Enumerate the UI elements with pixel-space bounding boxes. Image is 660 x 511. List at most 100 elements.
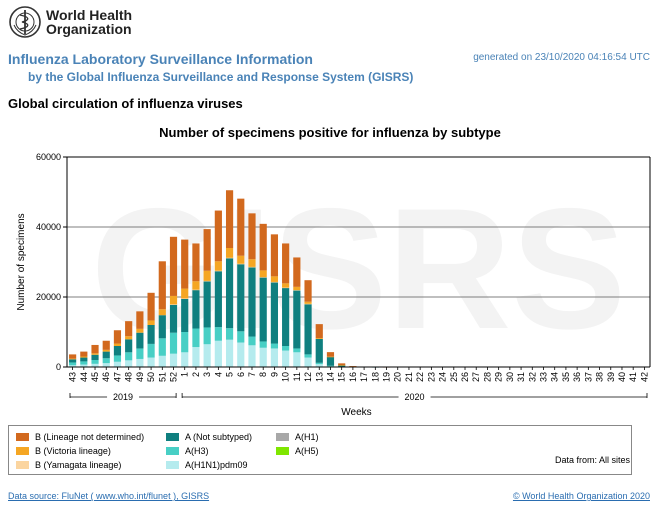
x-tick-label: 13	[314, 372, 324, 382]
x-tick-label: 3	[202, 372, 212, 377]
bar-segment	[225, 257, 234, 259]
bar-segment	[69, 354, 77, 359]
bar-segment	[315, 324, 323, 339]
bar-segment	[338, 365, 346, 367]
year-label: 2019	[113, 392, 133, 402]
x-tick-label: 18	[370, 372, 380, 382]
bar-segment	[125, 352, 133, 361]
data-from-note: Data from: All sites	[554, 455, 630, 465]
data-source-link[interactable]: Data source: FluNet ( www.who.int/flunet…	[8, 491, 210, 501]
bar-segment	[293, 257, 301, 287]
x-tick-label: 41	[628, 372, 638, 382]
bar-segment	[80, 361, 88, 365]
bar-segment	[147, 343, 155, 358]
bar-segment	[270, 234, 279, 277]
logo-line-2: Organization	[46, 21, 132, 37]
bar-segment	[158, 309, 166, 316]
legend-item-a-h1: A(H1)	[276, 432, 319, 442]
bar-segment	[192, 289, 200, 291]
x-tick-label: 15	[337, 372, 347, 382]
bar-segment	[169, 353, 178, 367]
bar-segment	[147, 320, 155, 325]
bar-segment	[203, 270, 211, 281]
bar-segment	[80, 351, 88, 357]
bar-segment	[270, 276, 279, 282]
bar-segment	[282, 287, 290, 289]
bar-segment	[147, 292, 155, 321]
year-label-bg	[107, 391, 140, 403]
bar-segment	[113, 346, 122, 356]
bar-segment	[304, 304, 312, 355]
bar-segment	[181, 239, 189, 289]
y-axis-title: Number of specimens	[16, 213, 27, 310]
who-logo: World Health Organization	[8, 4, 178, 40]
legend-label: B (Yamagata lineage)	[35, 460, 122, 470]
bar-segment	[282, 283, 290, 288]
x-tick-label: 14	[325, 372, 335, 382]
bar-segment	[326, 352, 335, 357]
bar-segment	[248, 345, 256, 367]
bar-segment	[270, 281, 279, 283]
chart-title: Number of specimens positive for influen…	[159, 125, 501, 140]
legend-item-a-h1n1pdm09: A(H1N1)pdm09	[166, 460, 248, 470]
year-label-bg	[398, 391, 431, 403]
y-tick-label: 60000	[36, 152, 61, 162]
legend-swatch	[166, 461, 179, 469]
x-tick-label: 1	[180, 372, 190, 377]
bar-segment	[248, 266, 256, 268]
bar-segment	[237, 255, 245, 264]
bar-segment	[91, 363, 99, 367]
bar-segment	[80, 357, 88, 362]
legend-item-a-h3: A(H3)	[166, 446, 209, 456]
bar-segment	[338, 365, 346, 366]
bar-segment	[192, 243, 200, 282]
bar-segment	[91, 353, 99, 355]
x-tick-label: 43	[68, 372, 78, 382]
x-tick-label: 45	[90, 372, 100, 382]
bar-segment	[125, 321, 133, 337]
x-tick-label: 27	[471, 372, 481, 382]
x-tick-label: 34	[550, 372, 560, 382]
bar-segment	[315, 364, 323, 367]
bar-segment	[113, 343, 122, 346]
logo-line-1: World Health	[46, 7, 133, 23]
bar-segment	[136, 328, 144, 333]
x-tick-label: 38	[595, 372, 605, 382]
bar-segment	[259, 277, 267, 278]
x-tick-label: 23	[426, 372, 436, 382]
legend-item-a-not-subtyped: A (Not subtyped)	[166, 432, 252, 442]
legend-label: B (Victoria lineage)	[35, 446, 111, 456]
legend-item-b-victoria: B (Victoria lineage)	[16, 446, 111, 456]
bar-segment	[304, 357, 312, 367]
legend-swatch	[16, 447, 29, 455]
x-tick-label: 46	[101, 372, 111, 382]
bar-segment	[237, 198, 245, 256]
legend-item-a-h5: A(H5)	[276, 446, 319, 456]
bar-segment	[225, 258, 234, 329]
bar-segment	[214, 210, 222, 262]
x-tick-label: 10	[281, 372, 291, 382]
x-tick-label: 29	[494, 372, 504, 382]
bar-segment	[214, 270, 222, 272]
bar-segment	[169, 236, 178, 296]
bar-segment	[169, 304, 178, 305]
bar-segment	[225, 190, 234, 248]
bar-segment	[282, 346, 290, 351]
bar-segment	[203, 229, 211, 271]
bar-segment	[113, 355, 122, 362]
legend-swatch	[166, 447, 179, 455]
year-label: 2020	[405, 392, 425, 402]
y-tick-label: 0	[56, 362, 61, 372]
chart-legend: B (Lineage not determined) B (Victoria l…	[8, 425, 632, 475]
page-subtitle: by the Global Influenza Surveillance and…	[28, 70, 414, 84]
bar-segment	[136, 332, 144, 349]
bar-segment	[225, 328, 234, 340]
copyright-link[interactable]: © World Health Organization 2020	[512, 491, 650, 501]
bar-segment	[304, 354, 312, 358]
bar-segment	[158, 261, 166, 310]
legend-swatch	[16, 433, 29, 441]
legend-label: A(H5)	[295, 446, 319, 456]
bar-segment	[214, 340, 222, 367]
x-tick-label: 39	[606, 372, 616, 382]
bar-segment	[259, 223, 267, 271]
